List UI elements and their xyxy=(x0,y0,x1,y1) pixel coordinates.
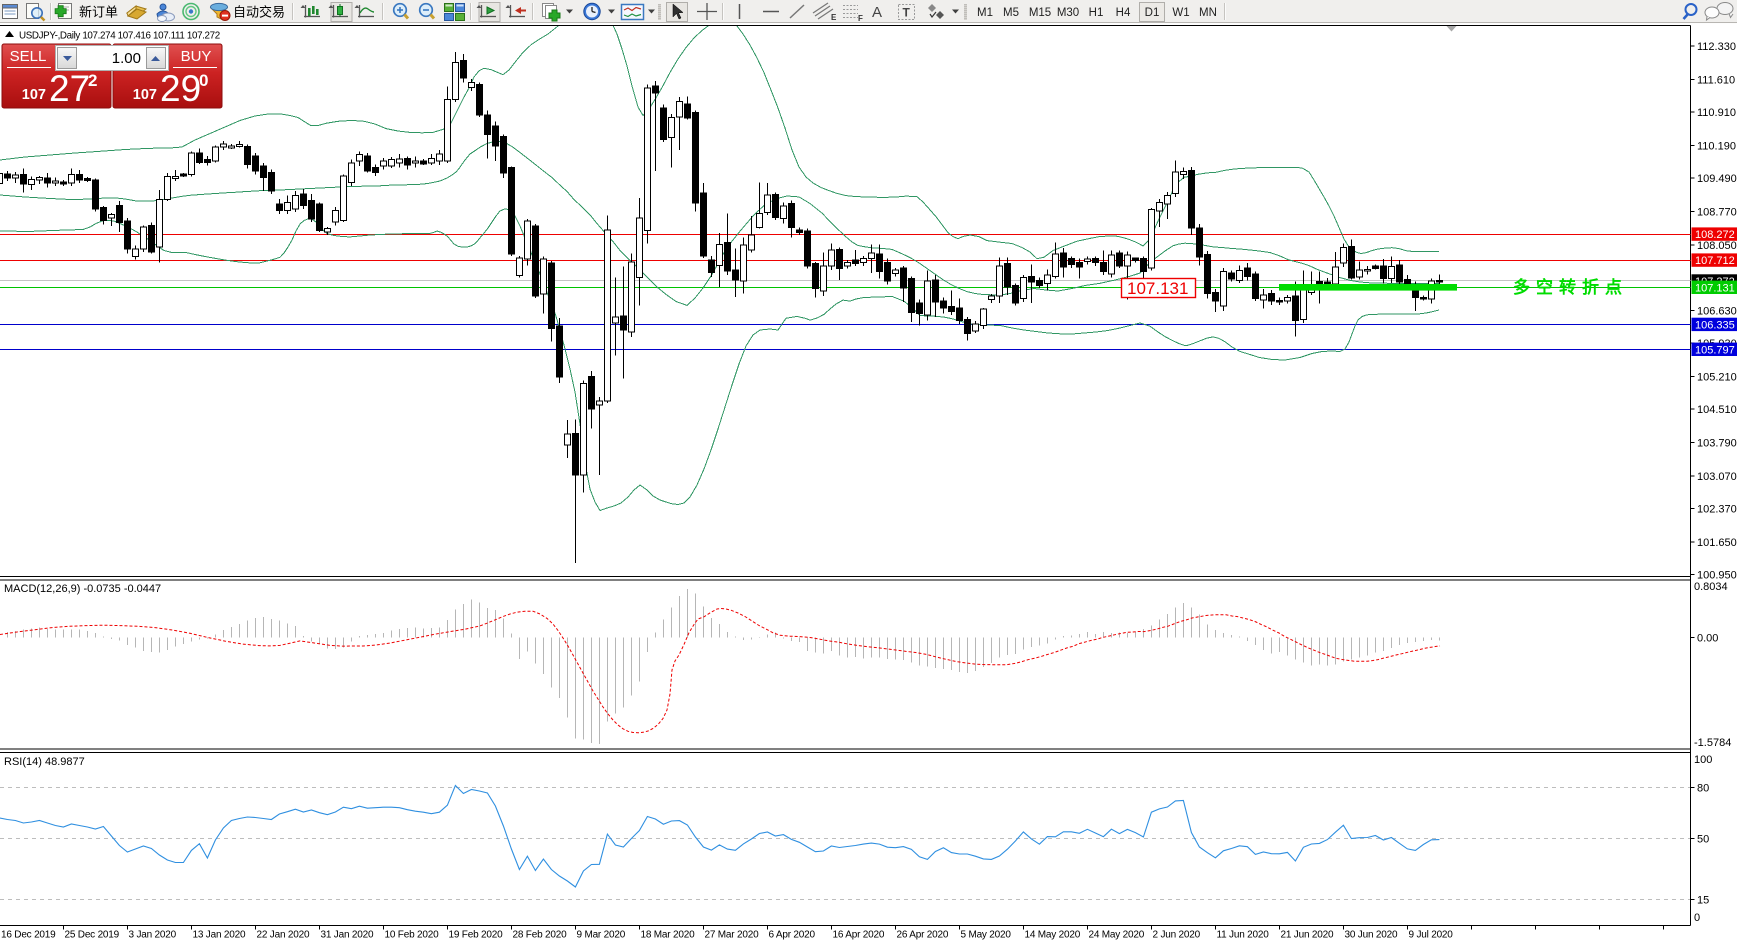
svg-text:106.335: 106.335 xyxy=(1695,319,1735,331)
svg-text:9 Jul 2020: 9 Jul 2020 xyxy=(1409,930,1454,941)
svg-text:F: F xyxy=(858,14,863,23)
svg-text:新订单: 新订单 xyxy=(79,5,118,20)
svg-text:106.630: 106.630 xyxy=(1697,306,1737,318)
svg-text:16 Dec 2019: 16 Dec 2019 xyxy=(1,930,56,941)
svg-text:9 Mar 2020: 9 Mar 2020 xyxy=(577,930,626,941)
svg-text:102.370: 102.370 xyxy=(1697,503,1737,515)
svg-text:D1: D1 xyxy=(1145,7,1160,19)
svg-text:USDJPY-,Daily 107.274 107.416: USDJPY-,Daily 107.274 107.416 107.111 10… xyxy=(19,31,220,42)
svg-text:1.00: 1.00 xyxy=(112,50,141,67)
svg-text:109.490: 109.490 xyxy=(1697,173,1737,185)
svg-text:3 Jan 2020: 3 Jan 2020 xyxy=(129,930,177,941)
svg-text:22 Jan 2020: 22 Jan 2020 xyxy=(257,930,310,941)
svg-text:108.770: 108.770 xyxy=(1697,206,1737,218)
svg-text:107.131: 107.131 xyxy=(1695,282,1735,294)
svg-text:107.712: 107.712 xyxy=(1695,255,1735,267)
svg-text:108.050: 108.050 xyxy=(1697,240,1737,252)
svg-text:E: E xyxy=(831,13,837,22)
svg-text:0.00: 0.00 xyxy=(1697,633,1718,645)
svg-text:21 Jun 2020: 21 Jun 2020 xyxy=(1281,930,1334,941)
svg-text:2 Jun 2020: 2 Jun 2020 xyxy=(1153,930,1201,941)
svg-text:-1.5784: -1.5784 xyxy=(1694,737,1731,749)
svg-text:31 Jan 2020: 31 Jan 2020 xyxy=(321,930,374,941)
svg-text:SELL: SELL xyxy=(10,48,47,65)
svg-text:A: A xyxy=(872,4,882,21)
svg-text:H4: H4 xyxy=(1116,7,1131,19)
svg-text:100.950: 100.950 xyxy=(1697,569,1737,581)
svg-text:112.330: 112.330 xyxy=(1697,41,1736,53)
svg-text:50: 50 xyxy=(1697,834,1709,846)
svg-text:10 Feb 2020: 10 Feb 2020 xyxy=(385,930,440,941)
svg-text:M30: M30 xyxy=(1057,7,1079,19)
svg-text:110.910: 110.910 xyxy=(1697,107,1736,119)
svg-text:W1: W1 xyxy=(1172,7,1189,19)
svg-text:29: 29 xyxy=(160,68,201,109)
svg-text:15: 15 xyxy=(1697,895,1709,907)
svg-text:M15: M15 xyxy=(1029,7,1051,19)
svg-text:MN: MN xyxy=(1199,7,1217,19)
svg-text:105.797: 105.797 xyxy=(1695,344,1735,356)
svg-text:107.131: 107.131 xyxy=(1127,279,1188,298)
svg-text:BUY: BUY xyxy=(181,48,212,65)
svg-text:RSI(14) 48.9877: RSI(14) 48.9877 xyxy=(4,756,85,768)
svg-text:MACD(12,26,9) -0.0735 -0.0447: MACD(12,26,9) -0.0735 -0.0447 xyxy=(4,583,161,595)
svg-text:30 Jun 2020: 30 Jun 2020 xyxy=(1345,930,1398,941)
svg-text:104.510: 104.510 xyxy=(1697,404,1737,416)
svg-text:19 Feb 2020: 19 Feb 2020 xyxy=(449,930,504,941)
svg-text:2: 2 xyxy=(88,71,97,90)
svg-text:0: 0 xyxy=(199,71,208,90)
svg-text:100: 100 xyxy=(1694,754,1712,766)
svg-text:27: 27 xyxy=(49,68,90,109)
svg-text:M5: M5 xyxy=(1003,7,1019,19)
svg-text:13 Jan 2020: 13 Jan 2020 xyxy=(193,930,246,941)
svg-text:28 Feb 2020: 28 Feb 2020 xyxy=(513,930,568,941)
svg-text:107: 107 xyxy=(133,87,157,103)
svg-text:25 Dec 2019: 25 Dec 2019 xyxy=(65,930,120,941)
svg-text:H1: H1 xyxy=(1089,7,1104,19)
svg-text:14 May 2020: 14 May 2020 xyxy=(1025,930,1081,941)
svg-text:多空转折点: 多空转折点 xyxy=(1513,277,1628,297)
svg-text:108.272: 108.272 xyxy=(1695,229,1735,241)
svg-text:80: 80 xyxy=(1697,783,1709,795)
svg-text:26 Apr 2020: 26 Apr 2020 xyxy=(897,930,949,941)
svg-text:11 Jun 2020: 11 Jun 2020 xyxy=(1217,930,1270,941)
svg-text:M1: M1 xyxy=(977,7,993,19)
svg-text:107: 107 xyxy=(22,87,46,103)
svg-text:5 May 2020: 5 May 2020 xyxy=(961,930,1012,941)
svg-text:18 Mar 2020: 18 Mar 2020 xyxy=(641,930,696,941)
svg-text:103.070: 103.070 xyxy=(1697,471,1737,483)
svg-text:T: T xyxy=(903,6,911,20)
svg-text:103.790: 103.790 xyxy=(1697,438,1737,450)
svg-text:0.8034: 0.8034 xyxy=(1694,581,1728,593)
svg-text:110.190: 110.190 xyxy=(1697,140,1736,152)
svg-text:101.650: 101.650 xyxy=(1697,537,1737,549)
svg-text:0: 0 xyxy=(1694,912,1700,924)
svg-text:111.610: 111.610 xyxy=(1697,75,1735,87)
svg-text:24 May 2020: 24 May 2020 xyxy=(1089,930,1145,941)
svg-text:27 Mar 2020: 27 Mar 2020 xyxy=(705,930,760,941)
svg-text:6 Apr 2020: 6 Apr 2020 xyxy=(769,930,816,941)
svg-text:16 Apr 2020: 16 Apr 2020 xyxy=(833,930,885,941)
svg-text:105.210: 105.210 xyxy=(1697,372,1737,384)
svg-text:自动交易: 自动交易 xyxy=(233,5,285,20)
